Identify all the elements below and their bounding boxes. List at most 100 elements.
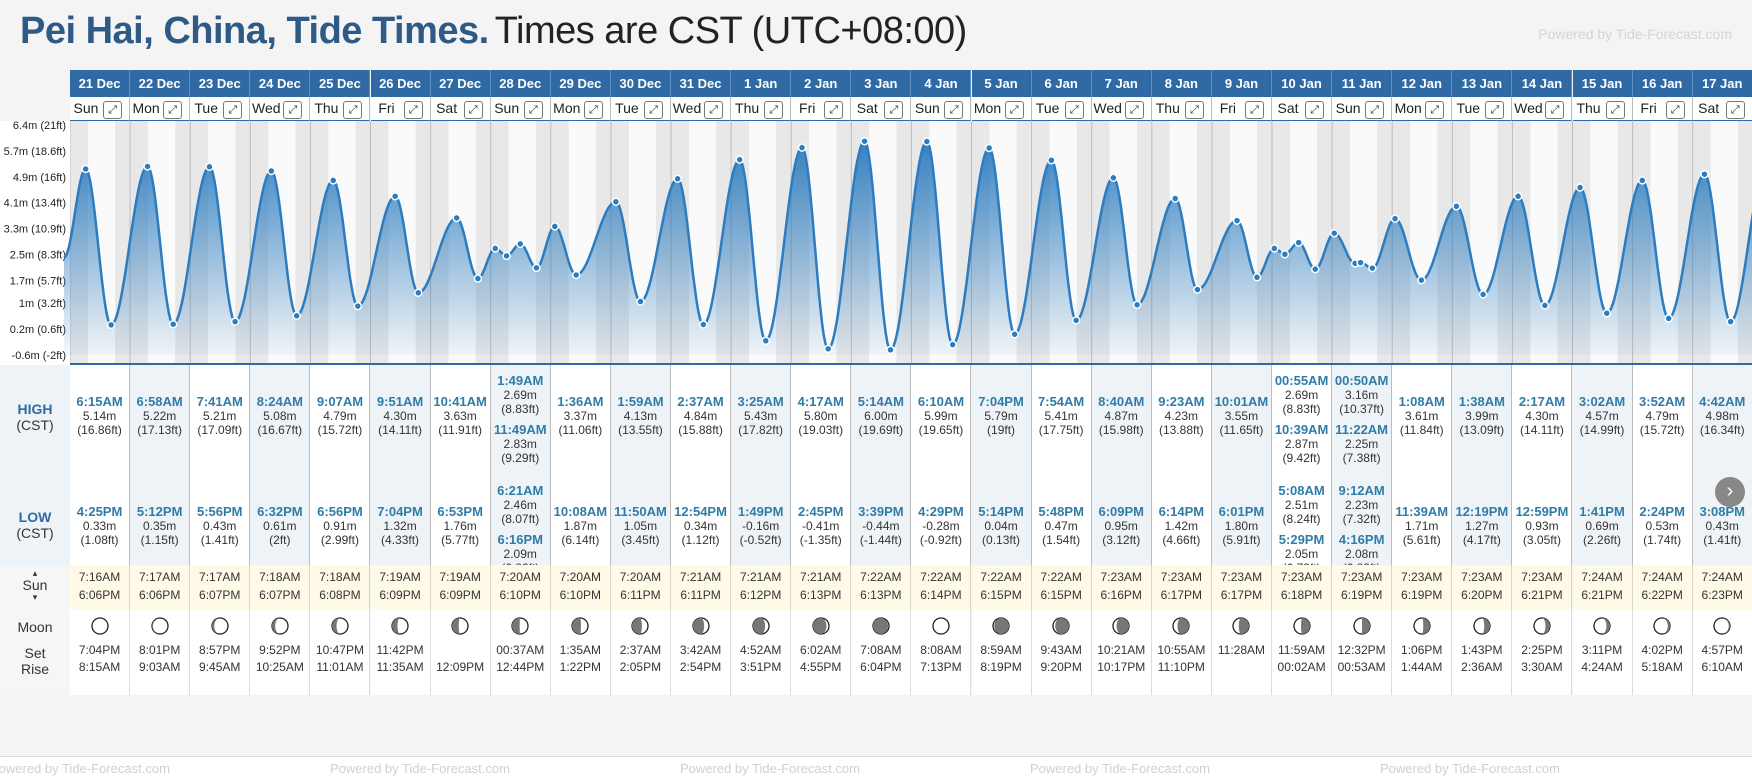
tide-point (1664, 314, 1673, 323)
high-tide-height-ft: (13.88ft) (1158, 423, 1204, 437)
moon-cell: 10:21AM 10:17PM (1091, 609, 1152, 695)
low-tide-height-ft: (2ft) (269, 533, 291, 547)
high-tide-height: 3.61m (1405, 409, 1439, 423)
sort-arrows-icon[interactable]: ▾ (32, 592, 38, 602)
tide-point (1417, 275, 1426, 285)
moon-cell: 8:08AM 7:13PM (911, 609, 972, 695)
low-tide-time: 11:50AM (614, 504, 667, 519)
sunset-time: 6:14PM (920, 588, 962, 602)
y-tick-label: 1m (3.2ft) (19, 298, 66, 310)
expand-icon[interactable]: ⤢ (163, 101, 183, 119)
expand-icon[interactable]: ⤢ (283, 101, 303, 119)
expand-icon[interactable]: ⤢ (944, 101, 964, 119)
day-cell: Mon ⤢ (1392, 97, 1453, 121)
day-cell: Sun ⤢ (490, 97, 551, 121)
expand-icon[interactable]: ⤢ (1124, 101, 1144, 119)
moonset-time: 00:37AM (496, 643, 545, 657)
moon-phase-icon (1713, 617, 1731, 635)
expand-icon[interactable]: ⤢ (403, 101, 423, 119)
high-tide-height: 4.84m (683, 409, 718, 423)
day-name: Sat (856, 100, 878, 116)
sun-cell: 7:23AM 6:18PM (1272, 565, 1333, 609)
low-tide-height: 0.53m (1645, 519, 1679, 533)
sunset-time: 6:12PM (739, 588, 782, 602)
tide-point (1602, 308, 1612, 318)
high-tide-height: 2.25m (1344, 437, 1379, 451)
moonset-time: 1:43PM (1461, 643, 1503, 657)
expand-icon[interactable]: ⤢ (223, 101, 243, 119)
day-cell: Mon ⤢ (550, 97, 611, 121)
expand-icon[interactable]: ⤢ (1184, 101, 1204, 119)
timezone-label: (CST) (16, 417, 54, 433)
sort-arrows-icon[interactable]: ▴ (32, 568, 38, 578)
expand-icon[interactable]: ⤢ (704, 101, 724, 119)
expand-icon[interactable]: ⤢ (1665, 101, 1685, 119)
sunset-time: 6:21PM (1581, 588, 1623, 602)
day-name: Fri (378, 100, 395, 116)
moonset-time: 11:59AM (1277, 643, 1326, 657)
day-name: Fri (1219, 100, 1237, 116)
expand-icon[interactable]: ⤢ (1064, 101, 1084, 119)
expand-icon[interactable]: ⤢ (103, 101, 123, 119)
expand-icon[interactable]: ⤢ (523, 101, 543, 119)
moon-cell: 4:52AM 3:51PM (731, 609, 792, 695)
tide-point (1700, 169, 1709, 179)
high-tide-height-ft: (15.88ft) (678, 423, 723, 437)
high-tide-height-ft: (14.99ft) (1579, 423, 1625, 437)
expand-icon[interactable]: ⤢ (1545, 101, 1565, 119)
sun-cell: 7:20AM 6:10PM (490, 565, 551, 609)
expand-icon[interactable]: ⤢ (643, 101, 663, 119)
expand-icon[interactable]: ⤢ (1725, 101, 1745, 119)
expand-icon[interactable]: ⤢ (1244, 101, 1264, 119)
low-tide-height: -0.16m (741, 519, 780, 533)
low-tide-height-ft: (1.74ft) (1643, 533, 1682, 547)
expand-icon[interactable]: ⤢ (1485, 101, 1505, 119)
moonrise-time: 7:13PM (920, 660, 962, 674)
moonrise-time: 3:51PM (739, 660, 782, 674)
expand-icon[interactable]: ⤢ (1305, 101, 1325, 119)
low-tide-cell: 2:45PM -0.41m (-1.35ft) (791, 477, 852, 565)
moon-cell: 1:35AM 1:22PM (550, 609, 611, 695)
date-cell: 10 Jan (1272, 70, 1333, 97)
sunrise-time: 7:22AM (860, 570, 902, 584)
high-tide-cell: 1:59AM 4.13m (13.55ft) (610, 365, 671, 477)
expand-icon[interactable]: ⤢ (1605, 101, 1625, 119)
moonset-time: 9:52PM (259, 643, 301, 657)
low-tide-height-ft: (5.77ft) (441, 533, 480, 547)
tide-point (1390, 214, 1400, 223)
tide-point (532, 263, 541, 273)
sunset-time: 6:15PM (980, 588, 1022, 602)
low-tide-cell: 6:53PM 1.76m (5.77ft) (430, 477, 491, 565)
moon-cell: 00:37AM 12:44PM (490, 609, 551, 695)
expand-icon[interactable]: ⤢ (764, 101, 784, 119)
moonset-time: 8:59AM (980, 643, 1022, 657)
expand-icon[interactable]: ⤢ (884, 101, 904, 119)
moon-cell: 11:59AM 00:02AM (1272, 609, 1333, 695)
low-tide-cell: 6:01PM 1.80m (5.91ft) (1211, 477, 1272, 565)
low-tide-cell: 3:39PM -0.44m (-1.44ft) (851, 477, 912, 565)
low-tide-height-ft: (7.32ft) (1342, 512, 1381, 526)
low-tide-cell: 5:12PM 0.35m (1.15ft) (130, 477, 191, 565)
high-tide-cell: 3:25AM 5.43m (17.82ft) (731, 365, 792, 477)
sunrise-time: 7:21AM (679, 570, 722, 584)
chevron-right-icon[interactable]: › (1715, 477, 1745, 507)
moon-cell: 9:52PM 10:25AM (250, 609, 311, 695)
low-tide-time: 4:29PM (918, 504, 964, 519)
expand-icon[interactable]: ⤢ (463, 101, 483, 119)
low-tide-cell: 12:59PM 0.93m (3.05ft) (1512, 477, 1573, 565)
expand-icon[interactable]: ⤢ (1425, 101, 1445, 119)
sunrise-time: 7:16AM (78, 570, 121, 584)
day-cell: Sun ⤢ (911, 97, 972, 121)
expand-icon[interactable]: ⤢ (583, 101, 603, 119)
expand-icon[interactable]: ⤢ (1004, 101, 1024, 119)
day-name: Tue (194, 100, 218, 116)
sun-cell: 7:23AM 6:21PM (1512, 565, 1573, 609)
low-tide-height: 0.69m (1585, 519, 1619, 533)
tide-point (1270, 244, 1279, 253)
expand-icon[interactable]: ⤢ (343, 101, 363, 119)
expand-icon[interactable]: ⤢ (1365, 101, 1385, 119)
sunset-time: 6:21PM (1521, 588, 1563, 602)
expand-icon[interactable]: ⤢ (824, 101, 844, 119)
sun-cell: 7:22AM 6:14PM (911, 565, 972, 609)
moon-shadow (632, 618, 643, 634)
